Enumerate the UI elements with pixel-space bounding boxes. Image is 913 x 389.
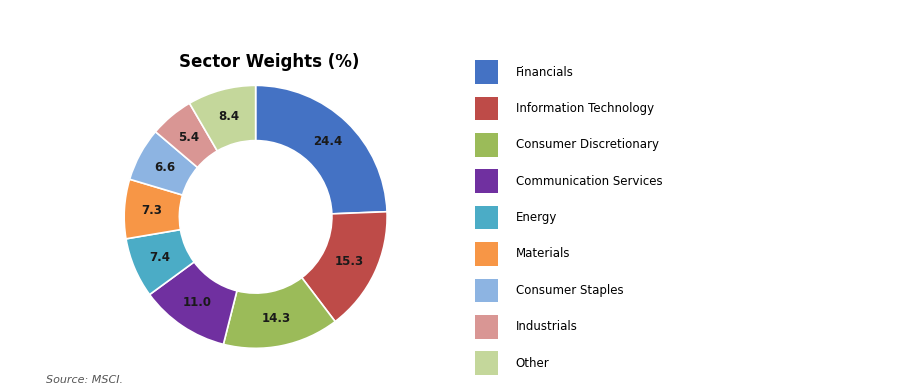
Bar	[475, 97, 498, 121]
Bar	[475, 133, 498, 157]
Bar	[475, 351, 498, 375]
Text: Materials: Materials	[516, 247, 570, 261]
Text: Consumer Staples: Consumer Staples	[516, 284, 624, 297]
Wedge shape	[256, 86, 387, 214]
Text: Industrials: Industrials	[516, 320, 577, 333]
Wedge shape	[130, 132, 197, 195]
Wedge shape	[155, 103, 217, 168]
Wedge shape	[126, 230, 194, 294]
Bar	[475, 242, 498, 266]
Bar	[475, 170, 498, 193]
Bar	[475, 206, 498, 230]
Wedge shape	[150, 262, 237, 344]
Text: 5.4: 5.4	[178, 131, 200, 144]
Text: FIGURE 3: SECTOR WEIGHTS IN THE MSCI EM INDEX (November 2019): FIGURE 3: SECTOR WEIGHTS IN THE MSCI EM …	[184, 12, 729, 25]
Wedge shape	[224, 278, 335, 348]
Bar	[475, 315, 498, 338]
Text: 7.4: 7.4	[150, 251, 171, 264]
Text: 7.3: 7.3	[142, 204, 163, 217]
Text: Communication Services: Communication Services	[516, 175, 662, 188]
Text: 15.3: 15.3	[335, 255, 364, 268]
Wedge shape	[302, 212, 387, 322]
Text: 24.4: 24.4	[313, 135, 342, 149]
Wedge shape	[124, 179, 183, 239]
Text: Source: MSCI.: Source: MSCI.	[46, 375, 122, 385]
Bar	[475, 60, 498, 84]
Text: 14.3: 14.3	[262, 312, 291, 325]
Bar	[475, 279, 498, 302]
Wedge shape	[190, 86, 256, 151]
Text: Information Technology: Information Technology	[516, 102, 654, 115]
Text: Other: Other	[516, 357, 550, 370]
Text: Financials: Financials	[516, 66, 573, 79]
Text: 11.0: 11.0	[184, 296, 212, 310]
Text: Sector Weights (%): Sector Weights (%)	[179, 53, 360, 70]
Text: 6.6: 6.6	[153, 161, 175, 174]
Text: 8.4: 8.4	[218, 110, 239, 123]
Text: Consumer Discretionary: Consumer Discretionary	[516, 138, 658, 151]
Text: Energy: Energy	[516, 211, 557, 224]
